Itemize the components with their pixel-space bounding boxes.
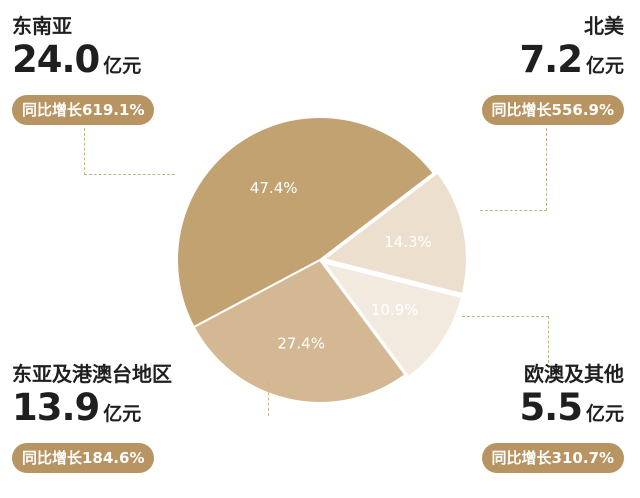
amount-value: 13.9 bbox=[12, 386, 100, 429]
region-name: 东亚及港澳台地区 bbox=[12, 362, 172, 386]
growth-badge: 同比增长310.7% bbox=[481, 443, 624, 473]
leader-line-europe-oceania bbox=[462, 316, 549, 363]
pie-label-east-asia: 27.4% bbox=[277, 335, 325, 353]
amount-unit: 亿元 bbox=[585, 403, 624, 425]
amount-value: 5.5 bbox=[519, 386, 583, 429]
pie-slice-north-america bbox=[321, 171, 468, 296]
growth-badge: 同比增长184.6% bbox=[12, 443, 155, 473]
pie-label-europe-oceania: 10.9% bbox=[371, 301, 419, 319]
pie-slice-southeast-asia bbox=[176, 116, 436, 329]
amount-unit: 亿元 bbox=[585, 55, 624, 77]
leader-line-east-asia bbox=[268, 382, 269, 416]
region-europe-oceania: 欧澳及其他 5.5 亿元 同比增长310.7% bbox=[481, 362, 624, 473]
amount-value: 24.0 bbox=[12, 38, 100, 81]
pie-slice-east-asia bbox=[192, 258, 407, 404]
region-amount: 5.5 亿元 bbox=[482, 388, 624, 435]
amount-value: 7.2 bbox=[519, 38, 583, 81]
region-north-america: 北美 7.2 亿元 同比增长556.9% bbox=[481, 14, 624, 125]
region-amount: 7.2 亿元 bbox=[482, 40, 624, 87]
pie-label-southeast-asia: 47.4% bbox=[250, 179, 298, 197]
amount-unit: 亿元 bbox=[103, 403, 142, 425]
region-name: 东南亚 bbox=[12, 14, 72, 38]
region-name: 欧澳及其他 bbox=[524, 362, 624, 386]
leader-line-southeast-asia bbox=[84, 128, 175, 175]
region-amount: 24.0 亿元 bbox=[12, 40, 154, 87]
pie-slice-europe-oceania bbox=[320, 260, 464, 379]
growth-badge: 同比增长556.9% bbox=[481, 95, 624, 125]
region-amount: 13.9 亿元 bbox=[12, 388, 172, 435]
region-east-asia: 东亚及港澳台地区 13.9 亿元 同比增长184.6% bbox=[12, 362, 172, 473]
amount-unit: 亿元 bbox=[103, 55, 142, 77]
region-name: 北美 bbox=[584, 14, 624, 38]
leader-line-north-america bbox=[480, 128, 547, 211]
growth-badge: 同比增长619.1% bbox=[12, 95, 155, 125]
pie-label-north-america: 14.3% bbox=[384, 233, 432, 251]
region-southeast-asia: 东南亚 24.0 亿元 同比增长619.1% bbox=[12, 14, 155, 125]
